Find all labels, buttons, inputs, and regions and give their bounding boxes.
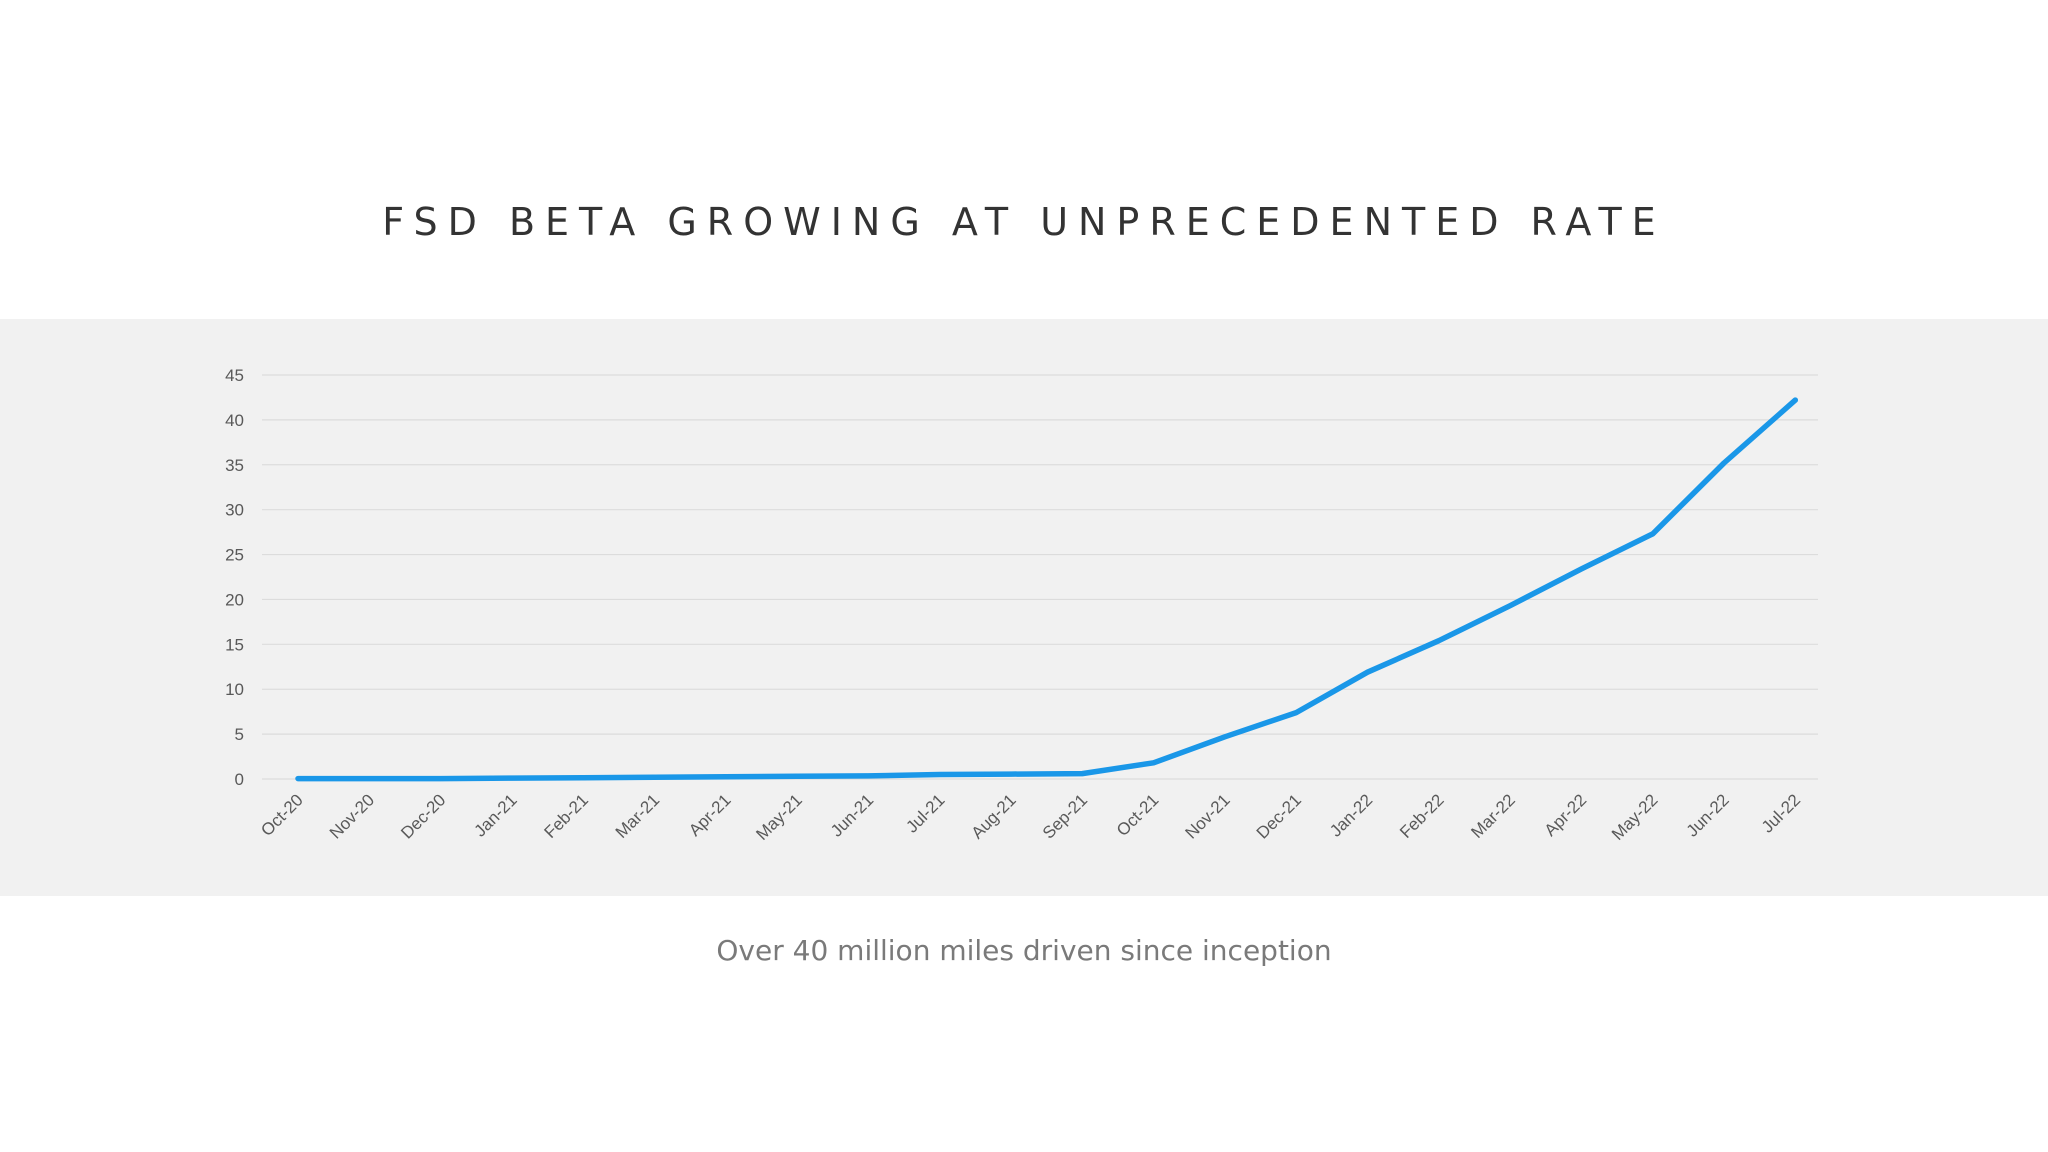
x-tick-label: Apr-22 [1541, 790, 1591, 840]
data-point [795, 774, 799, 778]
data-point [1294, 711, 1298, 715]
data-point [581, 776, 585, 780]
y-tick-label: 30 [225, 501, 244, 520]
y-tick-label: 5 [235, 725, 244, 744]
x-tick-label: Dec-21 [1253, 790, 1305, 842]
x-tick-label: May-21 [752, 790, 806, 844]
x-tick-label: Oct-21 [1113, 790, 1163, 840]
x-tick-label: Jul-21 [902, 790, 948, 836]
data-point [724, 775, 728, 779]
y-tick-label: 10 [225, 680, 244, 699]
data-point [1366, 670, 1370, 674]
x-tick-label: Jun-22 [1683, 790, 1733, 840]
data-point [367, 777, 371, 781]
chart-caption: Over 40 million miles driven since incep… [716, 934, 1332, 967]
x-tick-label: Feb-22 [1396, 790, 1448, 842]
x-tick-label: Feb-21 [540, 790, 592, 842]
data-point [866, 774, 870, 778]
data-point [510, 776, 514, 780]
y-tick-label: 25 [225, 546, 244, 565]
slide-title: FSD BETA GROWING AT UNPRECEDENTED RATE [382, 200, 1666, 244]
data-point [1223, 735, 1227, 739]
x-tick-label: Mar-21 [612, 790, 664, 842]
data-point [1651, 532, 1655, 536]
data-point [653, 775, 657, 779]
x-tick-label: Jul-22 [1758, 790, 1804, 836]
series-line-0 [295, 397, 1799, 782]
x-tick-label: Jan-22 [1326, 790, 1376, 840]
y-tick-label: 15 [225, 635, 244, 654]
chart-area: 0 5 10 15 20 25 30 35 40 45 Oct-20 Nov-20 Dec-20 Jan… [0, 319, 2048, 896]
data-point [1152, 761, 1156, 765]
x-tick-label: Dec-20 [397, 790, 449, 842]
y-tick-label: 0 [235, 770, 244, 789]
data-point [1793, 398, 1797, 402]
y-tick-label: 40 [225, 411, 244, 430]
gridlines [262, 374, 1818, 780]
x-tick-label: Jun-21 [827, 790, 877, 840]
x-tick-label: Oct-20 [257, 790, 307, 840]
data-point [439, 777, 443, 781]
x-tick-label: May-22 [1608, 790, 1662, 844]
data-point [938, 773, 942, 777]
x-tick-label: Nov-21 [1182, 790, 1234, 842]
y-tick-label: 20 [225, 590, 244, 609]
x-tick-label: Aug-21 [968, 790, 1020, 842]
y-tick-label: 35 [225, 456, 244, 475]
data-point [1508, 604, 1512, 608]
x-tick-label: Mar-22 [1467, 790, 1519, 842]
line-chart: 0 5 10 15 20 25 30 35 40 45 Oct-20 Nov-20 Dec-20 Jan… [225, 366, 1818, 844]
series-layer [295, 397, 1799, 782]
x-tick-label: Apr-21 [685, 790, 735, 840]
x-tick-label: Sep-21 [1039, 790, 1091, 842]
data-point [1437, 639, 1441, 643]
y-tick-label: 45 [225, 366, 244, 385]
y-axis-ticks: 0 5 10 15 20 25 30 35 40 45 [225, 366, 244, 789]
x-axis-ticks: Oct-20 Nov-20 Dec-20 Jan-21 Feb-21 Mar-21 Apr-… [257, 790, 1804, 844]
data-point [1722, 461, 1726, 465]
data-point [1009, 772, 1013, 776]
data-point [296, 777, 300, 781]
data-point [1080, 772, 1084, 776]
x-tick-label: Nov-20 [326, 790, 378, 842]
x-tick-label: Jan-21 [471, 790, 521, 840]
data-point [1579, 567, 1583, 571]
